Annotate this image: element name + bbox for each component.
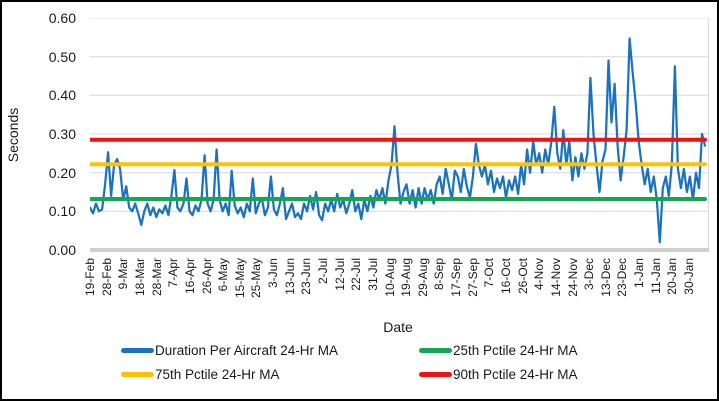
x-tick-label: 16-Apr — [182, 258, 197, 295]
x-tick-label: 24-Nov — [565, 258, 580, 297]
x-tick-label: 28-Feb — [99, 258, 114, 297]
legend-item-90th-pctile: 90th Pctile 24-Hr MA — [419, 366, 578, 382]
y-tick-label: 0.40 — [48, 87, 76, 104]
legend-swatch-green-line — [419, 347, 452, 353]
x-tick-label: 29-Aug — [415, 258, 430, 297]
x-tick-label: 6-May — [216, 258, 231, 292]
x-tick-label: 4-Nov — [532, 258, 547, 291]
plot-area — [90, 18, 709, 250]
x-tick-label: 20-Jan — [665, 258, 680, 295]
x-tick-label: 10-Aug — [382, 258, 397, 297]
x-tick-label: 16-Oct — [499, 258, 513, 295]
legend-label: 25th Pctile 24-Hr MA — [453, 342, 578, 358]
legend-swatch-red-line — [419, 371, 452, 377]
legend-item-duration: Duration Per Aircraft 24-Hr MA — [121, 342, 338, 358]
x-tick-label: 26-Apr — [199, 258, 214, 295]
legend-label: Duration Per Aircraft 24-Hr MA — [155, 342, 339, 358]
y-tick-label: 0.20 — [48, 164, 76, 181]
x-tick-label: 9-Mar — [116, 258, 131, 290]
y-tick-label: 0.60 — [48, 10, 76, 26]
x-tick-label: 12-Jul — [332, 258, 347, 291]
x-tick-label: 1-Jan — [632, 258, 647, 289]
x-tick-label: 13-Jun — [282, 258, 297, 295]
x-tick-label: 23-Jun — [299, 258, 314, 295]
legend-label: 75th Pctile 24-Hr MA — [155, 366, 280, 382]
x-tick-label: 11-Jan — [648, 258, 663, 294]
x-tick-label: 28-Mar — [149, 258, 164, 297]
y-tick-label: 0.50 — [48, 48, 76, 65]
x-tick-label: 14-Nov — [548, 258, 563, 297]
x-tick-label: 13-Dec — [598, 258, 613, 297]
x-tick-label: 8-Sep — [432, 258, 447, 291]
x-axis-title: Date — [383, 319, 413, 335]
x-tick-label: 31-Jul — [365, 258, 380, 291]
x-tick-label: 30-Jan — [682, 258, 696, 295]
x-tick-label: 27-Sep — [465, 258, 480, 297]
legend-item-75th-pctile: 75th Pctile 24-Hr MA — [121, 366, 280, 382]
x-tick-label: 22-Jul — [349, 258, 364, 291]
y-axis-title: Seconds — [5, 107, 21, 163]
x-tick-label: 3-Jun — [266, 258, 280, 289]
legend-label: 90th Pctile 24-Hr MA — [453, 366, 578, 382]
x-tick-label: 7-Oct — [482, 258, 497, 288]
x-tick-label: 15-May — [232, 258, 247, 299]
legend-swatch-blue-line — [121, 347, 154, 353]
x-tick-label: 18-Mar — [132, 258, 147, 297]
x-tick-label: 3-Dec — [582, 258, 597, 291]
x-tick-label: 7-Apr — [166, 258, 181, 288]
legend-item-25th-pctile: 25th Pctile 24-Hr MA — [419, 342, 578, 358]
x-tick-label: 17-Sep — [449, 258, 464, 297]
x-tick-label: 25-May — [249, 258, 264, 299]
x-tick-label: 19-Aug — [399, 258, 414, 297]
y-tick-label: 0.10 — [48, 203, 76, 220]
x-tick-label: 2-Jul — [315, 258, 330, 285]
x-tick-label: 26-Oct — [515, 258, 530, 295]
x-axis-line — [90, 248, 709, 252]
y-tick-label: 0.00 — [48, 242, 76, 258]
x-tick-label: 23-Dec — [615, 258, 630, 297]
y-tick-label: 0.30 — [48, 126, 76, 142]
x-tick-label: 19-Feb — [83, 258, 97, 297]
legend-swatch-yellow-line — [121, 371, 154, 377]
